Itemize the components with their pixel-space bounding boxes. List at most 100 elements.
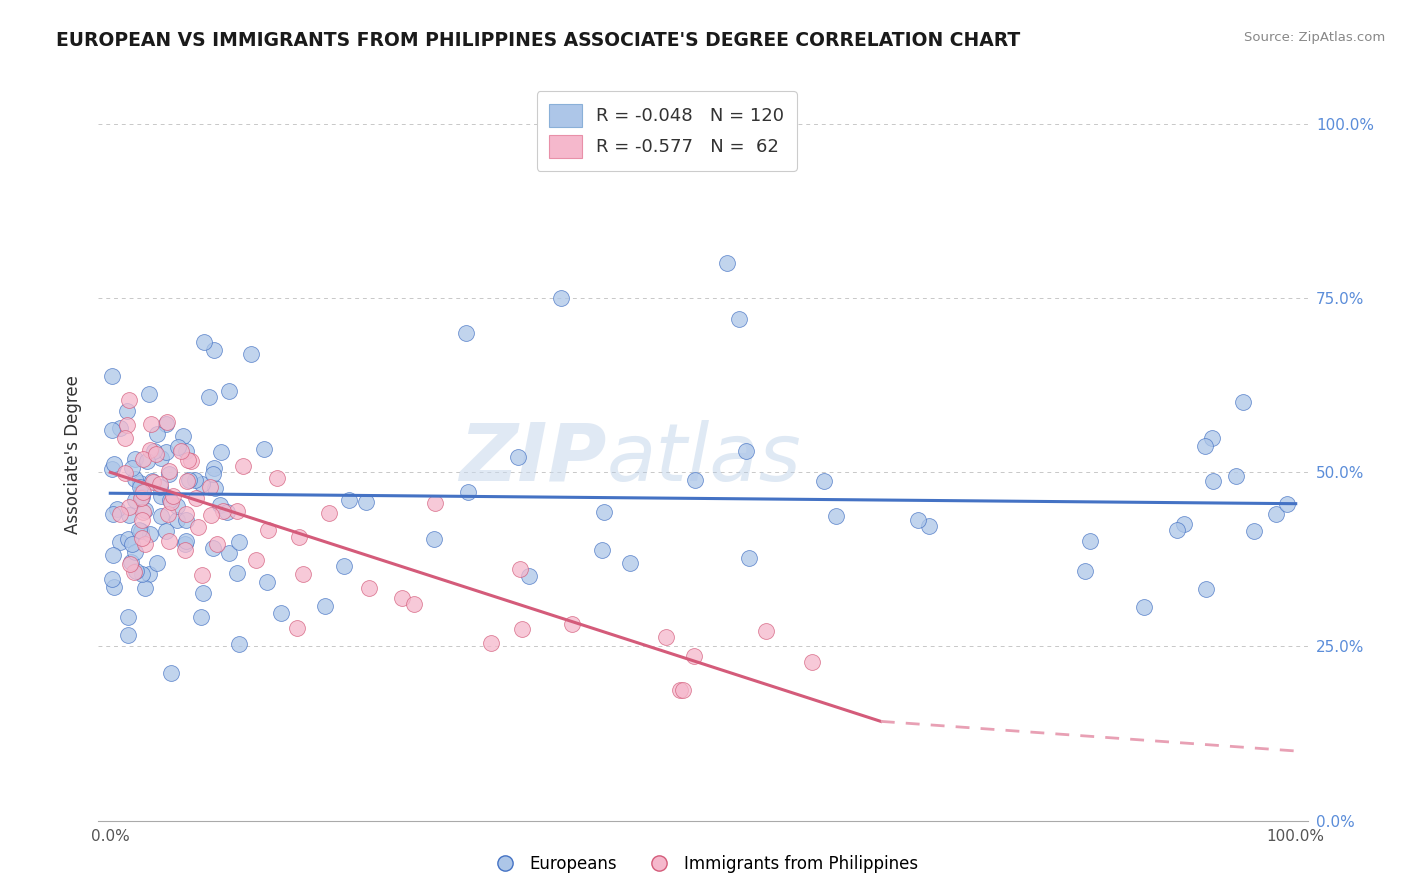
Point — [177, 452, 200, 467]
Point — [166, 440, 188, 454]
Point — [266, 471, 288, 485]
Point — [139, 417, 162, 431]
Point — [202, 460, 225, 475]
Point — [132, 452, 155, 467]
Point — [157, 533, 180, 548]
Point — [138, 443, 160, 458]
Point — [561, 616, 583, 631]
Point — [114, 431, 136, 445]
Point — [425, 496, 447, 510]
Point — [115, 418, 138, 433]
Point — [357, 581, 380, 595]
Point — [217, 505, 239, 519]
Point — [354, 495, 377, 509]
Point — [457, 485, 479, 500]
Point — [117, 532, 139, 546]
Point — [174, 537, 197, 551]
Point — [669, 683, 692, 698]
Point — [510, 622, 533, 636]
Point — [124, 472, 146, 486]
Point — [184, 473, 207, 487]
Point — [318, 506, 340, 520]
Point — [619, 556, 641, 570]
Point — [550, 291, 572, 305]
Point — [103, 580, 125, 594]
Point — [314, 599, 336, 613]
Text: atlas: atlas — [606, 419, 801, 498]
Y-axis label: Associate's Degree: Associate's Degree — [65, 376, 83, 534]
Point — [103, 457, 125, 471]
Point — [146, 556, 169, 570]
Point — [332, 559, 354, 574]
Point — [509, 562, 531, 576]
Point — [121, 461, 143, 475]
Point — [755, 624, 778, 638]
Point — [228, 637, 250, 651]
Point — [129, 524, 152, 539]
Point — [156, 415, 179, 429]
Point — [208, 498, 231, 512]
Point — [1264, 508, 1286, 522]
Point — [141, 475, 163, 489]
Point — [101, 507, 124, 521]
Point — [1275, 497, 1298, 511]
Point — [257, 523, 280, 537]
Point — [174, 508, 197, 522]
Point — [118, 500, 141, 514]
Point — [1201, 431, 1223, 445]
Point — [131, 531, 153, 545]
Point — [1074, 564, 1097, 578]
Point — [118, 392, 141, 407]
Point — [813, 474, 835, 488]
Point — [124, 452, 146, 467]
Point — [150, 450, 173, 465]
Point — [337, 493, 360, 508]
Point — [190, 610, 212, 624]
Point — [716, 256, 738, 270]
Point — [138, 387, 160, 401]
Point — [110, 421, 132, 435]
Point — [132, 505, 155, 519]
Point — [159, 493, 181, 508]
Point — [160, 495, 183, 509]
Point — [131, 566, 153, 581]
Point — [174, 444, 197, 458]
Point — [270, 606, 292, 620]
Point — [1225, 468, 1247, 483]
Point — [481, 636, 503, 650]
Point — [108, 534, 131, 549]
Point — [149, 477, 172, 491]
Point — [129, 475, 152, 490]
Point — [125, 565, 148, 579]
Point — [256, 575, 278, 590]
Point — [508, 450, 530, 465]
Point — [288, 530, 311, 544]
Point — [145, 447, 167, 461]
Point — [226, 504, 249, 518]
Point — [1194, 439, 1216, 453]
Point — [209, 445, 232, 459]
Text: EUROPEAN VS IMMIGRANTS FROM PHILIPPINES ASSOCIATE'S DEGREE CORRELATION CHART: EUROPEAN VS IMMIGRANTS FROM PHILIPPINES … — [56, 31, 1021, 50]
Point — [134, 537, 156, 551]
Point — [134, 581, 156, 595]
Point — [136, 453, 159, 467]
Point — [191, 586, 214, 600]
Point — [120, 555, 142, 569]
Point — [655, 631, 678, 645]
Point — [101, 368, 124, 383]
Point — [162, 489, 184, 503]
Point — [166, 513, 188, 527]
Point — [228, 534, 250, 549]
Point — [1195, 582, 1218, 596]
Point — [177, 474, 200, 488]
Point — [155, 417, 177, 431]
Point — [180, 453, 202, 467]
Point — [253, 442, 276, 456]
Point — [1173, 516, 1195, 531]
Point — [225, 566, 247, 581]
Point — [159, 666, 181, 681]
Point — [402, 597, 425, 611]
Legend: Europeans, Immigrants from Philippines: Europeans, Immigrants from Philippines — [481, 848, 925, 880]
Point — [727, 312, 749, 326]
Point — [176, 513, 198, 527]
